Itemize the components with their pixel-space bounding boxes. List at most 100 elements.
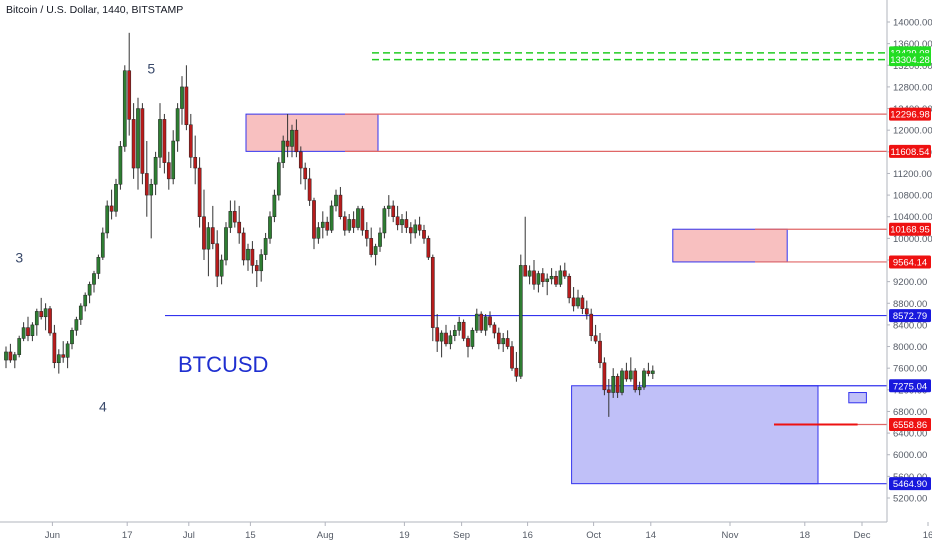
candle-body: [100, 232, 105, 258]
candle-body: [536, 273, 541, 285]
x-tick-label: 16: [522, 530, 533, 541]
candle-body: [426, 238, 431, 258]
candle-body: [628, 370, 633, 380]
x-tick-label: 15: [245, 530, 256, 541]
price-label-bg: [889, 107, 931, 121]
zone-3: [848, 392, 867, 404]
candle-body: [382, 208, 387, 234]
candle-body: [21, 327, 26, 339]
candle-body: [78, 305, 83, 320]
y-tick-label: 9200.00: [893, 277, 927, 288]
candle-body: [294, 129, 299, 153]
candle-body: [483, 316, 488, 331]
candle-body: [492, 324, 497, 334]
candle-body: [532, 270, 536, 285]
candle-body: [224, 227, 228, 261]
candle-body: [400, 219, 404, 226]
price-label-bg: [889, 379, 931, 393]
overlay-layer: BTCUSD 5 3 4: [15, 60, 858, 426]
candle-body: [408, 227, 413, 234]
candle-body: [52, 332, 57, 364]
wave-label-5: 5: [147, 60, 155, 76]
price-label: 10168.95: [890, 225, 930, 236]
candle-body: [646, 370, 651, 374]
y-tick-label: 8000.00: [893, 342, 927, 353]
candle-body: [56, 354, 61, 364]
x-tick-label: Jul: [183, 530, 195, 541]
y-tick-label: 10000.00: [893, 234, 932, 245]
candle-body: [193, 156, 198, 169]
candle-body: [272, 194, 277, 217]
candle-body: [122, 70, 127, 147]
candle-body: [342, 216, 347, 231]
candle-body: [312, 200, 316, 239]
candle-body: [285, 140, 290, 147]
candle-body: [202, 216, 206, 250]
candle-body: [250, 248, 255, 266]
candle-body: [320, 221, 325, 228]
price-axis[interactable]: 5200.005600.006000.006400.006800.007200.…: [886, 0, 932, 550]
candle-body: [549, 275, 554, 280]
zone-2: [571, 385, 819, 485]
candle-body: [439, 332, 444, 342]
candle-body: [378, 232, 382, 247]
candle-body: [642, 370, 646, 388]
candle-body: [334, 194, 338, 207]
candle-body: [197, 167, 202, 217]
candle-body: [518, 265, 523, 377]
y-tick-label: 6800.00: [893, 407, 927, 418]
candle-body: [118, 146, 123, 185]
candle-body: [316, 227, 321, 239]
candle-body: [325, 221, 330, 231]
y-tick-label: 14000.00: [893, 18, 932, 29]
price-labels-layer: 13429.0813304.2812296.9811608.5410168.95…: [889, 46, 931, 491]
candle-body: [422, 230, 426, 239]
chart-title: Bitcoin / U.S. Dollar, 1440, BITSTAMP: [6, 4, 184, 16]
x-tick-label: Jun: [45, 530, 60, 541]
y-tick-label: 12000.00: [893, 126, 932, 137]
y-tick-label: 8400.00: [893, 320, 927, 331]
wave-label-4: 4: [99, 398, 107, 414]
candle-body: [510, 346, 514, 369]
price-label: 12296.98: [890, 110, 930, 121]
candle-body: [254, 265, 259, 272]
candle-body: [307, 178, 312, 201]
candle-body: [523, 265, 528, 277]
candle-body: [598, 340, 602, 364]
candle-body: [413, 224, 418, 234]
candle-body: [259, 254, 264, 272]
y-tick-label: 7600.00: [893, 364, 927, 375]
candle-body: [347, 219, 352, 231]
candle-body: [444, 332, 448, 345]
candle-body: [637, 386, 642, 391]
candle-body: [360, 208, 365, 231]
candle-body: [26, 327, 30, 336]
x-tick-label: Aug: [317, 530, 334, 541]
x-tick-label: 14: [646, 530, 657, 541]
candle-body: [61, 354, 66, 358]
candle-body: [435, 327, 440, 342]
candle-body: [180, 86, 184, 109]
candle-body: [109, 205, 114, 212]
candle-body: [8, 351, 13, 361]
candle-body: [232, 211, 237, 223]
candle-body: [580, 297, 585, 309]
candle-body: [131, 119, 136, 169]
candle-body: [65, 343, 70, 358]
time-axis[interactable]: Jun 17 Jul 15 Aug 19 Sep 16 Oct 14 Nov 18 Dec 16: [0, 521, 932, 541]
candle-body: [488, 316, 492, 326]
candle-body: [501, 338, 506, 345]
wave-label-3: 3: [15, 250, 23, 266]
y-tick-label: 10400.00: [893, 212, 932, 223]
candle-body: [496, 332, 501, 345]
candle-body: [457, 321, 462, 331]
candle-body: [83, 294, 88, 307]
candle-body: [558, 270, 563, 285]
candle-body: [364, 230, 369, 239]
candle-body: [303, 167, 308, 180]
candle-body: [166, 162, 171, 180]
candle-body: [373, 246, 378, 255]
candle-body: [466, 338, 470, 347]
candle-body: [188, 124, 193, 158]
